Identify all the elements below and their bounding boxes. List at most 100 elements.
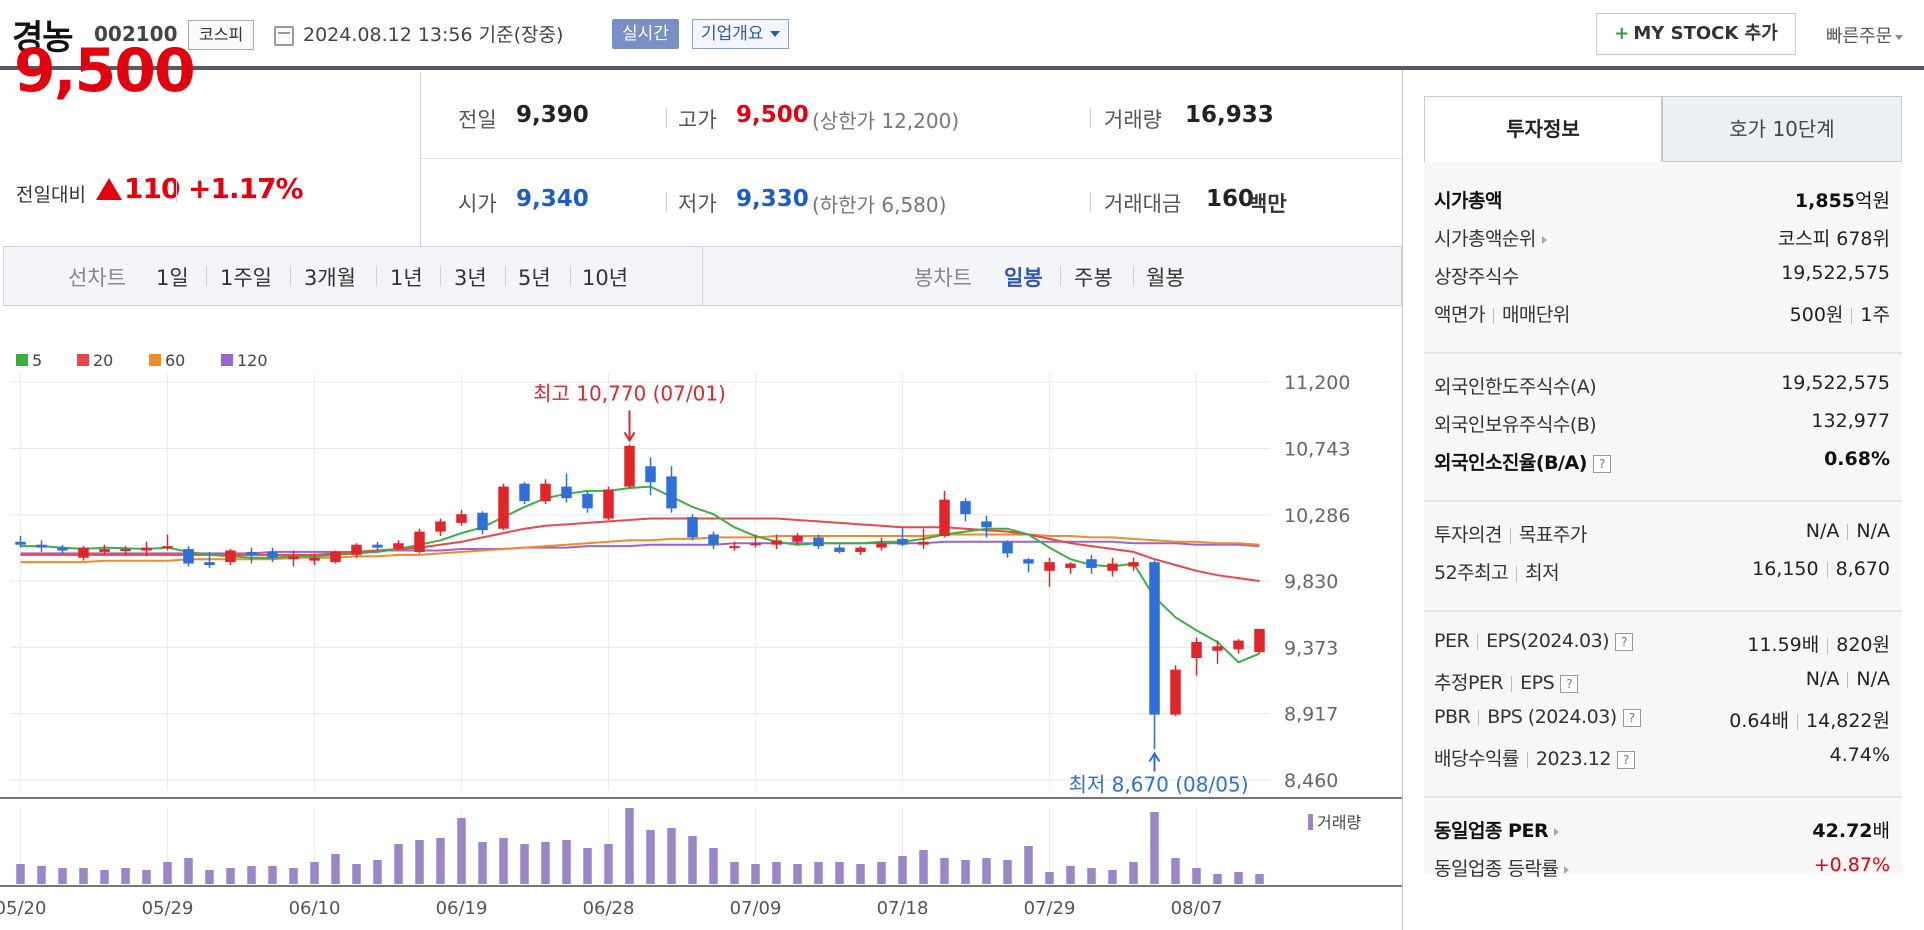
divider <box>176 180 177 202</box>
period-1d[interactable]: 1일 <box>156 266 189 290</box>
period-3m[interactable]: 3개월 <box>304 266 357 290</box>
volume-bar <box>226 868 235 884</box>
candle-body <box>1107 563 1118 571</box>
opinion-value: N/A N/A <box>1806 520 1890 542</box>
line-chart-label: 선차트 <box>68 266 126 290</box>
candle-body <box>1023 559 1034 564</box>
candle-body <box>708 534 719 545</box>
help-icon[interactable]: ? <box>1592 454 1611 473</box>
candle-body <box>540 483 551 502</box>
high-label: 고가 <box>678 108 717 132</box>
help-icon[interactable]: ? <box>1615 632 1634 651</box>
volume-bar <box>373 860 382 884</box>
candle-body <box>1170 669 1181 715</box>
eps-text: EPS(2024.03) <box>1486 630 1610 652</box>
opinion-label: 투자의견 목표주가 <box>1434 520 1587 547</box>
market-cap-value: 1,855억원 <box>1795 186 1890 213</box>
candle-body <box>162 546 173 549</box>
tab-invest-info[interactable]: 투자정보 <box>1424 96 1662 162</box>
per-value: 11.59배 820원 <box>1747 630 1890 657</box>
est-per-text: 추정PER <box>1434 672 1504 694</box>
sector-change-label[interactable]: 동일업종 등락률 <box>1434 854 1570 881</box>
candle-body <box>351 544 362 555</box>
volume-bar <box>289 868 298 884</box>
divider <box>1797 713 1799 730</box>
trade-unit-text: 매매단위 <box>1501 304 1570 326</box>
x-tick-label: 06/10 <box>289 898 341 919</box>
info-row-sector-per: 동일업종 PER 42.72배 <box>1434 810 1890 848</box>
divider <box>666 192 667 212</box>
sector-per-number: 42.72 <box>1812 820 1873 842</box>
volume-bar <box>751 864 760 884</box>
help-icon[interactable]: ? <box>1622 708 1641 727</box>
volume-bar <box>415 840 424 884</box>
tab-order-book[interactable]: 호가 10단계 <box>1662 96 1902 162</box>
help-icon[interactable]: ? <box>1560 674 1579 693</box>
candle-body <box>372 544 383 548</box>
y-tick-label: 9,373 <box>1284 637 1338 659</box>
info-row-52week: 52주최고 최저 16,150 8,670 <box>1434 552 1890 590</box>
market-cap-rank-label[interactable]: 시가총액순위 <box>1434 224 1547 251</box>
info-row-market-cap-rank: 시가총액순위 코스피 678위 <box>1434 218 1890 256</box>
foreign-limit-value: 19,522,575 <box>1781 372 1890 394</box>
candle-body <box>582 493 593 509</box>
panel-divider <box>1402 70 1403 930</box>
per-number: 11.59배 <box>1747 634 1820 656</box>
info-row-pbr: PBR BPS (2024.03)? 0.64배 14,822원 <box>1434 700 1890 738</box>
volume-bar <box>1003 860 1012 884</box>
y-tick-label: 9,830 <box>1284 571 1338 593</box>
volume-bar <box>1213 874 1222 884</box>
volume-bar <box>499 838 508 884</box>
sector-per-label[interactable]: 동일업종 PER <box>1434 816 1560 843</box>
volume-bar <box>37 866 46 884</box>
x-tick-label: 07/29 <box>1024 898 1076 919</box>
foreign-limit-label: 외국인한도주식수(A) <box>1434 376 1597 398</box>
stock-chart: 11,200 10,743 10,286 9,830 9,373 8,917 8,460 05… <box>0 351 1402 919</box>
foreign-ratio-label: 외국인소진율(B/A)? <box>1434 448 1611 475</box>
par-value: 500원 1주 <box>1790 300 1890 327</box>
section-divider <box>1424 796 1902 798</box>
x-tick-label: 05/20 <box>0 898 46 919</box>
volume-bar <box>520 844 529 884</box>
volume-bar <box>1171 858 1180 884</box>
volume-bar <box>1066 866 1075 884</box>
opinion-text: 투자의견 <box>1434 524 1502 546</box>
dividend-text: 배당수익률 <box>1434 748 1519 770</box>
add-my-stock-button[interactable]: + MY STOCK 추가 <box>1596 13 1796 55</box>
help-icon[interactable]: ? <box>1616 750 1635 769</box>
candle-body <box>120 549 131 552</box>
info-row-par: 액면가 매매단위 500원 1주 <box>1434 294 1890 332</box>
candle-weekly[interactable]: 주봉 <box>1074 266 1113 290</box>
company-overview-dropdown[interactable]: 기업개요 <box>692 19 789 49</box>
period-10y[interactable]: 10년 <box>582 266 629 290</box>
candle-body <box>687 517 698 538</box>
period-1y[interactable]: 1년 <box>390 266 423 290</box>
candle-body <box>729 546 740 549</box>
foreign-ratio-value: 0.68% <box>1824 448 1890 470</box>
period-5y[interactable]: 5년 <box>518 266 551 290</box>
candle-daily[interactable]: 일봉 <box>1004 266 1043 290</box>
volume-bar <box>835 862 844 884</box>
info-row-foreign-hold: 외국인보유주식수(B) 132,977 <box>1434 404 1890 442</box>
divider <box>1851 307 1853 324</box>
volume-bar <box>625 808 634 884</box>
quick-order-dropdown[interactable]: 빠른주문 <box>1826 22 1904 48</box>
volume-bar <box>247 866 256 884</box>
add-my-stock-label: MY STOCK 추가 <box>1633 23 1778 44</box>
section-divider <box>1424 352 1902 354</box>
y-tick-label: 10,743 <box>1284 438 1350 460</box>
chevron-down-icon <box>769 31 780 37</box>
volume-bar <box>1255 874 1264 884</box>
candle-body <box>624 445 635 487</box>
period-1w[interactable]: 1주일 <box>220 266 273 290</box>
market-cap-number: 1,855 <box>1794 190 1856 212</box>
max-arrow-head <box>623 431 636 443</box>
volume-bar <box>562 840 571 884</box>
period-3y[interactable]: 3년 <box>454 266 487 290</box>
min-annotation: 최저 8,670 (08/05) <box>1068 772 1248 796</box>
info-row-dividend: 배당수익률 2023.12? 4.74% <box>1434 738 1890 776</box>
candle-monthly[interactable]: 월봉 <box>1146 266 1185 290</box>
volume-label: 거래량 <box>1104 108 1162 132</box>
volume-bar <box>646 830 655 884</box>
realtime-button[interactable]: 실시간 <box>612 19 679 49</box>
